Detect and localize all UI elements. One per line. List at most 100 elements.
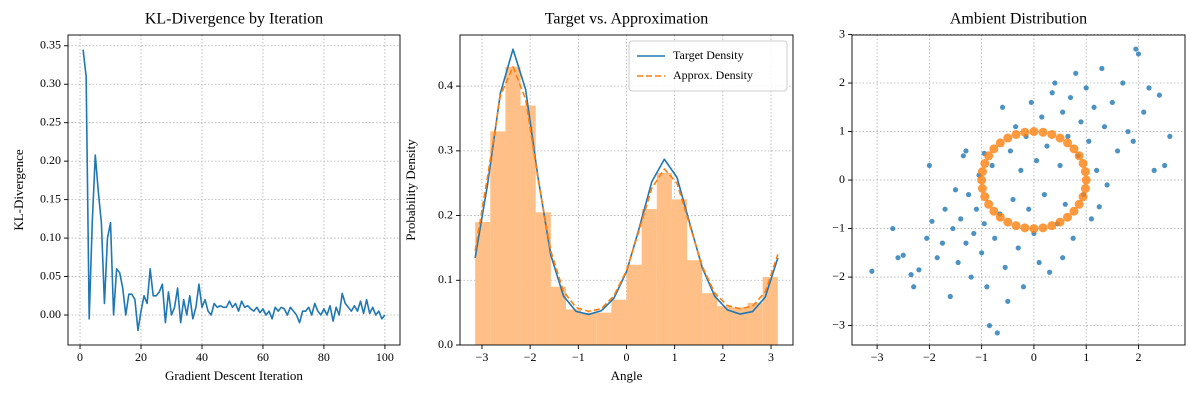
scatter-point	[999, 104, 1006, 110]
scatter-point	[1078, 192, 1088, 202]
chart-title: Ambient Distribution	[950, 11, 1087, 28]
x-tick-label: −2	[923, 350, 936, 364]
y-tick-label: 0.10	[40, 230, 61, 244]
y-tick-label: 0	[839, 172, 845, 186]
scatter-point	[1135, 51, 1142, 57]
scatter-point	[1010, 196, 1016, 203]
scatter-point	[1036, 259, 1042, 266]
chart-title: Target vs. Approximation	[545, 11, 708, 28]
scatter-point	[1052, 80, 1058, 86]
scatter-point	[980, 158, 990, 168]
scatter-point	[1120, 80, 1126, 86]
histogram-bar	[565, 309, 582, 345]
x-tick-label: 80	[318, 350, 330, 364]
y-tick-label: −2	[832, 269, 845, 283]
scatter-point	[1114, 148, 1121, 154]
scatter-point	[950, 225, 956, 232]
x-tick-label: 1	[672, 350, 678, 364]
scatter-point	[1007, 148, 1013, 154]
scatter-point	[1062, 201, 1068, 207]
scatter-point	[1063, 212, 1073, 222]
scatter-point	[1020, 223, 1030, 233]
y-tick-label: 0.20	[40, 153, 61, 167]
histogram-bar	[762, 277, 778, 345]
y-axis-label: Probability Density	[403, 139, 418, 241]
x-tick-label: −3	[476, 350, 489, 364]
scatter-point	[979, 250, 985, 256]
y-tick-label: 0.3	[438, 143, 453, 157]
y-tick-label: 0.35	[40, 38, 61, 52]
x-tick-label: −3	[871, 350, 884, 364]
y-tick-label: 0.30	[40, 76, 61, 90]
histogram-bar	[717, 306, 733, 345]
scatter-point	[1041, 192, 1047, 198]
plot-area	[474, 48, 779, 345]
scatter-point	[995, 212, 1005, 222]
scatter-point	[963, 240, 969, 246]
scatter-point	[1003, 133, 1013, 143]
scatter-point	[1109, 99, 1115, 106]
x-axis-label: Gradient Descent Iteration	[165, 368, 303, 383]
scatter-point	[989, 162, 995, 169]
scatter-point	[965, 192, 972, 198]
scatter-point	[981, 221, 987, 227]
scatter-point	[1020, 127, 1030, 137]
scatter-point	[968, 274, 974, 280]
histogram-bar	[475, 222, 491, 345]
scatter-point	[986, 322, 993, 329]
scatter-point	[1013, 124, 1019, 130]
scatter-point	[934, 255, 940, 261]
scatter-point	[1038, 223, 1048, 233]
scatter-point	[984, 151, 994, 161]
y-tick-label: −3	[832, 317, 845, 331]
scatter-point	[1065, 133, 1071, 139]
y-tick-label: 0.05	[40, 268, 61, 282]
scatter-point	[1070, 235, 1076, 241]
scatter-point	[895, 255, 901, 261]
histogram-bar	[671, 199, 688, 345]
scatter-point	[890, 225, 896, 232]
density-line	[474, 48, 779, 316]
scatter-point	[994, 330, 1000, 336]
subplot: 0 20 40 60 80 100 0.00 0.05 0.10 0.15 0.20 0.25 0.30…	[11, 11, 401, 383]
scatter-point	[984, 199, 994, 209]
scatter-point	[1011, 221, 1021, 231]
axes-frame	[67, 34, 401, 346]
scatter-point	[1069, 144, 1079, 154]
scatter-point	[1101, 124, 1108, 130]
scatter-point	[1020, 284, 1027, 290]
scatter-point	[1156, 92, 1162, 98]
scatter-point	[1039, 114, 1045, 120]
histogram-bar	[656, 172, 672, 345]
scatter-point	[1047, 269, 1053, 275]
scatter-point	[1096, 204, 1102, 210]
histogram-bar	[535, 212, 551, 345]
scatter-point	[1080, 183, 1090, 193]
scatter-point	[977, 167, 987, 177]
scatter-point	[1044, 143, 1050, 149]
x-tick-label: 0	[1031, 350, 1037, 364]
scatter-point	[911, 284, 917, 290]
y-tick-label: 0.00	[40, 307, 61, 321]
histogram-bar	[596, 312, 612, 345]
legend-label: Target Density	[673, 48, 744, 62]
scatter-point	[977, 175, 987, 185]
histogram-bar	[747, 302, 763, 345]
histogram-bar	[732, 307, 748, 345]
scatter-point	[1029, 224, 1039, 234]
subplot: −3 −2 −1 0 1 2 3 0.0 0.1 0.2 0.3 0.4 Target vs. Appr…	[403, 11, 794, 383]
x-tick-label: −1	[975, 350, 988, 364]
x-axis-label: Angle	[611, 368, 643, 383]
grid	[852, 34, 1185, 345]
scatter-point	[1026, 206, 1032, 212]
scatter-point	[924, 235, 930, 241]
scatter-point	[1073, 70, 1079, 76]
scatter-point	[955, 259, 961, 266]
scatter-point	[1133, 46, 1139, 52]
scatter-point	[973, 206, 980, 212]
plot-area	[869, 46, 1173, 336]
scatter-point	[1047, 221, 1057, 231]
data-line	[82, 49, 386, 332]
y-tick-label: 0.0	[438, 337, 453, 351]
